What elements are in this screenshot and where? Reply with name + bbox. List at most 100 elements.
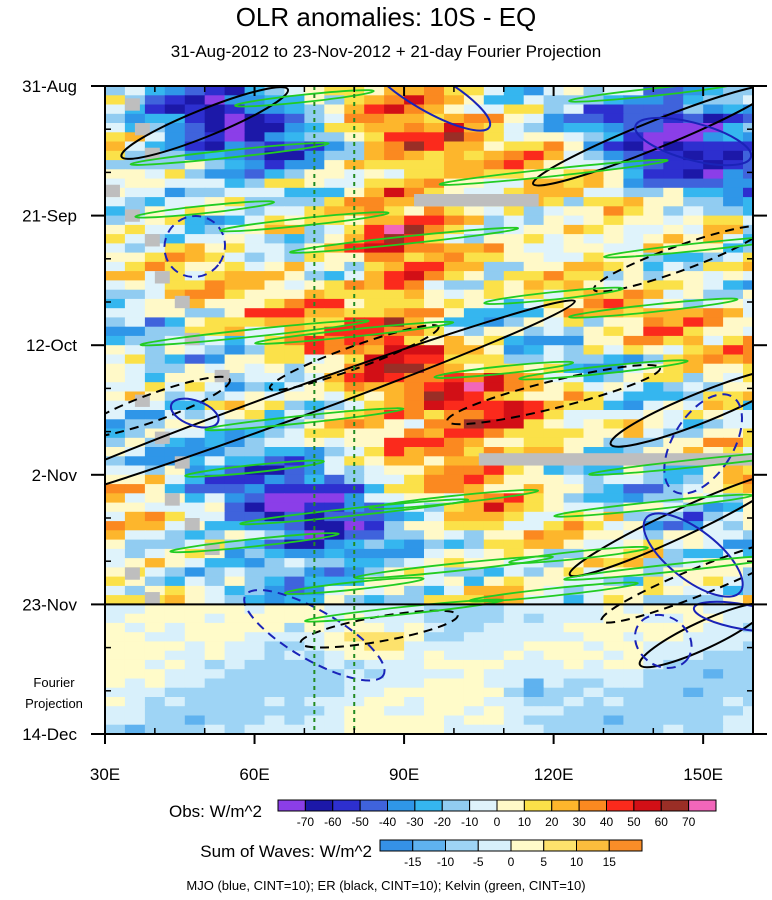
field-cell xyxy=(743,160,753,170)
field-cell xyxy=(144,224,166,235)
field-cell xyxy=(643,613,664,624)
field-cell xyxy=(144,113,166,124)
field-cell xyxy=(105,604,126,615)
field-cell xyxy=(563,187,585,198)
field-cell xyxy=(663,632,684,643)
field-cell xyxy=(204,150,226,161)
field-cell xyxy=(344,437,365,448)
field-cell xyxy=(703,132,724,143)
field-cell xyxy=(384,622,405,633)
field-cell xyxy=(164,706,186,717)
field-cell xyxy=(244,178,266,189)
field-cell xyxy=(324,345,345,356)
field-cell xyxy=(244,678,266,689)
field-cell xyxy=(244,511,266,522)
field-cell xyxy=(483,521,505,531)
field-cell xyxy=(384,576,405,587)
field-cell xyxy=(124,493,146,504)
field-cell xyxy=(623,197,644,207)
field-cell xyxy=(224,261,246,272)
field-cell xyxy=(244,335,266,346)
field-cell xyxy=(463,632,485,643)
field-cell xyxy=(164,659,186,670)
field-cell xyxy=(384,613,405,624)
missing-data-cell xyxy=(174,295,190,309)
field-cell xyxy=(743,308,753,319)
field-cell xyxy=(463,243,485,254)
field-cell xyxy=(643,252,664,263)
field-cell xyxy=(583,123,604,133)
field-cell xyxy=(603,706,624,717)
field-cell xyxy=(144,706,166,717)
field-cell xyxy=(603,511,624,522)
field-cell xyxy=(304,86,325,96)
field-cell xyxy=(523,95,545,106)
field-cell xyxy=(404,391,425,402)
field-cell xyxy=(284,373,305,383)
field-cell xyxy=(324,669,345,680)
field-cell xyxy=(404,317,425,328)
field-cell xyxy=(683,447,704,457)
field-cell xyxy=(643,400,664,411)
field-cell xyxy=(244,391,266,402)
field-cell xyxy=(483,95,505,106)
field-cell xyxy=(523,650,545,661)
field-cell xyxy=(503,521,525,531)
field-cell xyxy=(204,243,226,254)
field-cell xyxy=(364,95,385,106)
field-cell xyxy=(264,650,285,661)
field-cell xyxy=(164,622,186,633)
field-cell xyxy=(463,160,485,170)
field-cell xyxy=(444,521,465,531)
colorbar-tick-label: 0 xyxy=(494,815,501,829)
field-cell xyxy=(344,206,365,217)
field-cell xyxy=(184,123,206,133)
field-cell xyxy=(483,169,505,180)
field-cell xyxy=(503,669,525,680)
field-cell xyxy=(623,650,644,661)
missing-data-cell xyxy=(144,592,160,605)
field-cell xyxy=(105,86,126,96)
field-cell xyxy=(264,224,285,235)
field-cell xyxy=(384,280,405,291)
field-cell xyxy=(244,502,266,513)
field-cell xyxy=(463,493,485,504)
field-cell xyxy=(743,437,753,448)
field-cell xyxy=(663,484,684,494)
field-cell xyxy=(284,95,305,106)
field-cell xyxy=(663,160,684,170)
field-cell xyxy=(463,289,485,300)
field-cell xyxy=(384,715,405,726)
field-cell xyxy=(444,178,465,189)
field-cell xyxy=(543,206,565,217)
field-cell xyxy=(284,622,305,633)
field-cell xyxy=(224,215,246,226)
field-cell xyxy=(384,363,405,374)
field-cell xyxy=(324,437,345,448)
field-cell xyxy=(424,641,445,652)
field-cell xyxy=(743,197,753,207)
field-cell xyxy=(284,428,305,439)
field-cell xyxy=(264,391,285,402)
field-cell xyxy=(663,95,684,106)
field-cell xyxy=(563,521,585,531)
field-cell xyxy=(164,484,186,494)
field-cell xyxy=(344,447,365,457)
field-cell xyxy=(683,243,704,254)
field-cell xyxy=(384,428,405,439)
field-cell xyxy=(643,641,664,652)
field-cell xyxy=(324,548,345,559)
field-cell xyxy=(463,252,485,263)
field-cell xyxy=(344,261,365,272)
field-cell xyxy=(444,428,465,439)
field-cell xyxy=(424,391,445,402)
field-cell xyxy=(244,410,266,420)
field-cell xyxy=(503,585,525,596)
field-cell xyxy=(224,530,246,541)
field-cell xyxy=(404,585,425,596)
field-cell xyxy=(643,595,664,605)
field-cell xyxy=(623,539,644,550)
field-cell xyxy=(105,613,126,624)
field-cell xyxy=(503,437,525,448)
field-cell xyxy=(603,206,624,217)
